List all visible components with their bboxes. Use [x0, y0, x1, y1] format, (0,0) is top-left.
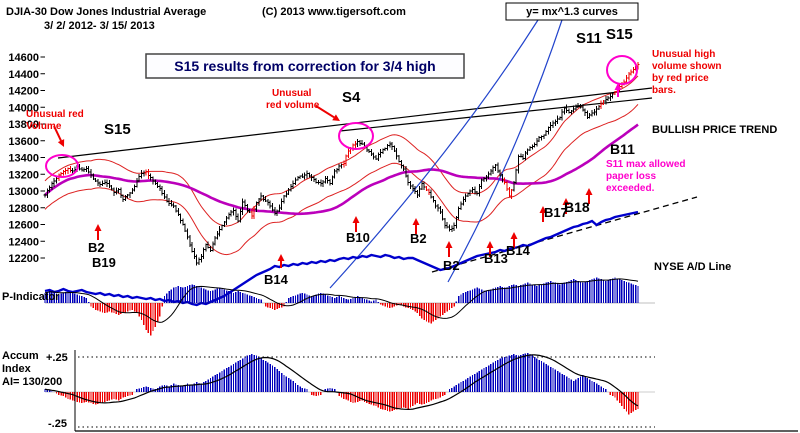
chart-date-range: 3/ 2/ 2012- 3/ 15/ 2013 — [44, 20, 155, 32]
signal-label-s11: S11 — [576, 30, 602, 47]
y-axis-tick-label: 13000 — [8, 186, 39, 198]
signal-label-b14: B14 — [264, 272, 289, 287]
highlight-ellipse — [45, 154, 79, 178]
annotation-arrowhead — [539, 206, 547, 213]
y-axis-tick-label: 14400 — [8, 69, 39, 81]
trendline — [431, 196, 698, 273]
p-indicator-bars — [44, 277, 639, 336]
p-indicator-label: P-Indicator — [2, 291, 60, 303]
accum-index-label2: Index — [2, 363, 32, 375]
formula-box — [505, 2, 639, 21]
accum-index-bars — [44, 352, 639, 415]
signal-label-b2: B2 — [443, 258, 460, 273]
highlight-ellipse — [338, 122, 374, 150]
annotation-arrowhead — [585, 188, 593, 195]
y-axis-tick-label: 12400 — [8, 236, 39, 248]
chart-dynamic-layer: 14600 14400 14200 14000 13800 13600 13400 13200… — [8, 19, 798, 432]
highlight-ellipse — [606, 55, 638, 85]
annotation-arrowhead — [486, 241, 494, 248]
annotation-arrowhead — [332, 114, 340, 121]
slow-ma-line — [44, 123, 639, 216]
signal-label-s15: S15 — [606, 26, 633, 43]
copyright-label: (C) 2013 www.tigersoft.com — [262, 6, 406, 18]
signal-label-b19: B19 — [92, 255, 116, 270]
y-axis-tick-label: 13800 — [8, 119, 39, 131]
signal-label-b18: B18 — [564, 199, 590, 215]
chart-title: DJIA-30 Dow Jones Industrial Average — [6, 6, 206, 18]
note-unusual-high-volume3: by red price — [652, 73, 709, 84]
plus-25-label: +.25 — [46, 352, 68, 364]
note-unusual-red-volume-mid2: red volume — [266, 100, 320, 111]
annotation-arrowhead — [57, 139, 65, 147]
note-paper-loss3: exceeded. — [606, 183, 655, 194]
nyse-ad-line — [44, 210, 639, 307]
y-axis-tick-label: 14600 — [8, 52, 39, 64]
y-axis-tick-label: 14200 — [8, 86, 39, 98]
accum-index-label: Accum — [2, 350, 39, 362]
power-curve — [447, 19, 563, 283]
y-axis-tick-label: 13200 — [8, 169, 39, 181]
nyse-ad-line-label: NYSE A/D Line — [654, 261, 731, 273]
y-axis-tick-label: 14000 — [8, 102, 39, 114]
note-unusual-high-volume: Unusual high — [652, 49, 715, 60]
lower-band-line — [44, 104, 639, 256]
minus-25-label: -.25 — [48, 418, 67, 430]
annotation-arrow — [53, 125, 62, 142]
banner-label: S15 results from correction for 3/4 high — [174, 58, 435, 74]
y-axis-tick-label: 13600 — [8, 136, 39, 148]
power-curve — [329, 19, 539, 289]
annotation-arrowhead — [412, 218, 420, 225]
annotation-arrowhead — [277, 254, 285, 261]
note-unusual-high-volume2: volume shown — [652, 61, 721, 72]
p-indicator-ma-line — [44, 278, 639, 323]
annotation-arrowhead — [445, 241, 453, 248]
signal-label-b14: B14 — [506, 243, 531, 258]
accum-ma-line — [44, 354, 639, 411]
signal-label-s4: S4 — [342, 89, 361, 106]
annotation-arrowhead — [562, 198, 570, 205]
y-axis-tick-label: 12600 — [8, 220, 39, 232]
note-unusual-red-volume-left2: Volume — [26, 121, 62, 132]
note-unusual-red-volume-mid: Unusual — [272, 88, 312, 99]
formula-label: y= mx^1.3 curves — [526, 6, 618, 18]
note-paper-loss: S11 max allowed — [606, 159, 686, 170]
signal-label-b10: B10 — [346, 230, 370, 245]
price-bars — [43, 61, 640, 266]
signal-label-b11: B11 — [610, 141, 635, 157]
annotation-arrow — [315, 105, 335, 119]
note-unusual-red-volume-left: Unusual red — [26, 109, 84, 120]
note-paper-loss2: paper loss — [606, 171, 656, 182]
y-axis-tick-label: 12200 — [8, 253, 39, 265]
signal-label-b2: B2 — [410, 231, 427, 246]
signal-label-s15: S15 — [104, 121, 131, 138]
accum-ai-label: AI= 130/200 — [2, 376, 62, 388]
signal-label-b17: B17 — [544, 205, 568, 220]
annotation-arrowhead — [510, 232, 518, 239]
signal-label-b13: B13 — [484, 251, 508, 266]
annotation-arrowhead — [94, 224, 102, 231]
y-axis-tick-label: 12800 — [8, 203, 39, 215]
annotation-arrowhead — [614, 83, 622, 90]
annotation-arrowhead — [352, 216, 360, 223]
y-axis-tick-label: 13400 — [8, 153, 39, 165]
bullish-trend-label: BULLISH PRICE TREND — [652, 124, 777, 136]
note-unusual-high-volume4: bars. — [652, 85, 676, 96]
annotation-banner — [145, 53, 465, 79]
trendline — [339, 97, 653, 132]
signal-label-b2: B2 — [88, 240, 105, 255]
